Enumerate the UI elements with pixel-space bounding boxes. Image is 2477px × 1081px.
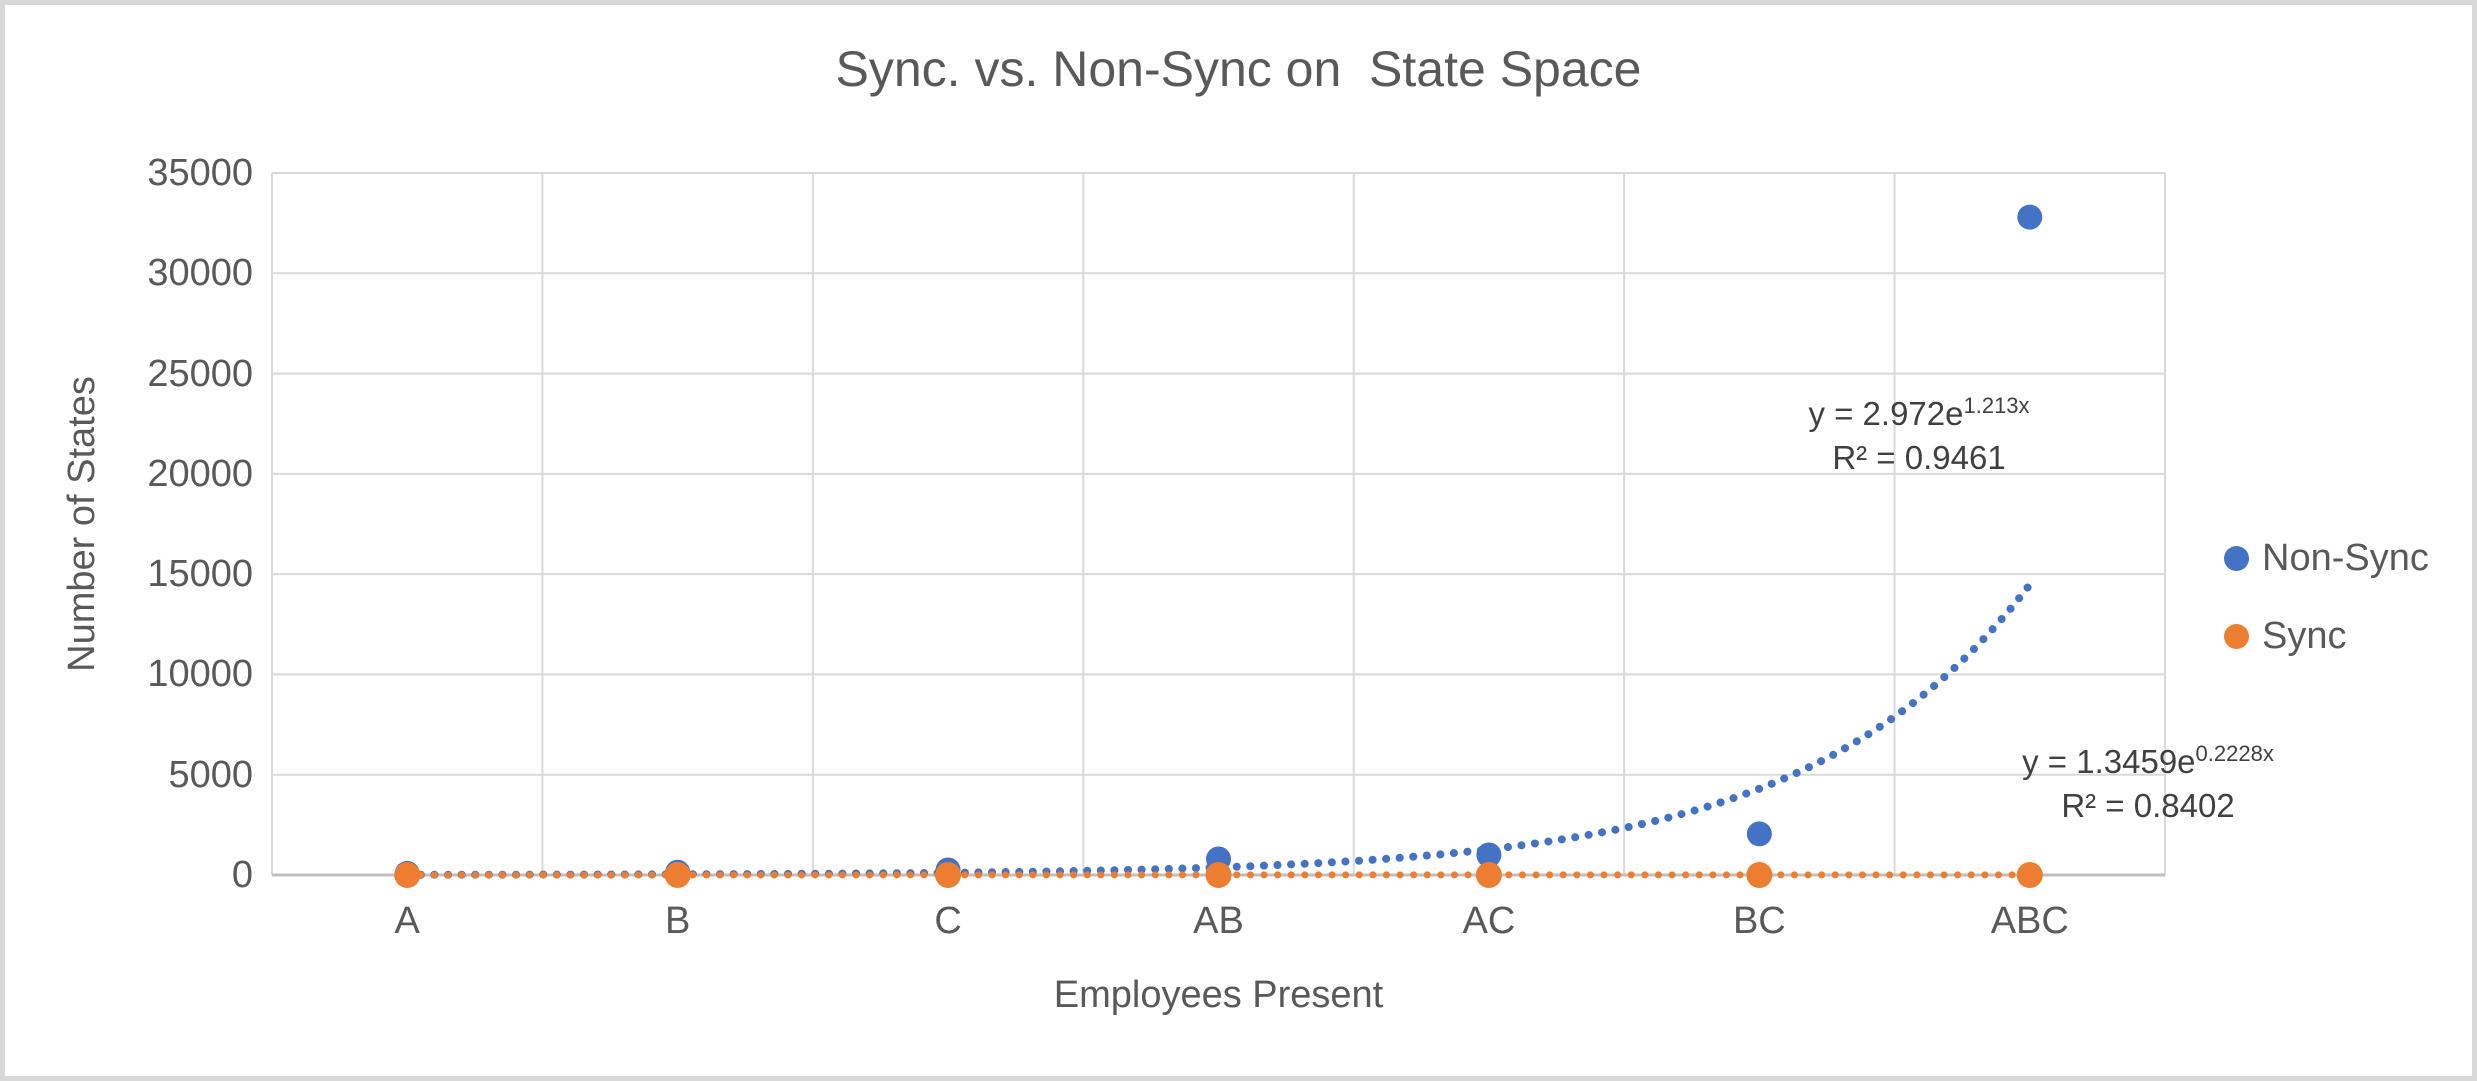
y-tick-label: 0 [231, 854, 253, 896]
x-tick-label: B [664, 900, 691, 942]
x-tick-label: AB [1193, 900, 1244, 942]
legend-label: Non-Sync [2262, 537, 2429, 579]
trendline-equation-nonsync: y = 2.972e1.213x [1669, 392, 2169, 436]
trendline-rsquared-nonsync: R² = 0.9461 [1832, 439, 2006, 476]
legend: Non-Sync Sync [2224, 534, 2429, 660]
x-tick-label: C [934, 900, 962, 942]
data-point-sync-AB [1205, 862, 1232, 888]
legend-marker-icon [2224, 623, 2249, 649]
y-tick-label: 25000 [147, 352, 253, 395]
data-point-sync-BC [1746, 862, 1773, 888]
data-point-non-sync-ABC [2017, 204, 2043, 230]
data-point-sync-ABC [2016, 862, 2043, 888]
trendline-label-nonsync: y = 2.972e1.213x R² = 0.9461 [1669, 392, 2169, 480]
x-tick-label: BC [1732, 900, 1786, 942]
equation-exponent: 1.213x [1963, 393, 2030, 418]
legend-item-sync: Sync [2224, 612, 2429, 660]
legend-marker-icon [2224, 545, 2249, 571]
y-tick-label: 30000 [147, 252, 253, 295]
x-tick-label: ABC [1990, 900, 2069, 942]
trendline-label-sync: y = 1.3459e0.2228x R² = 0.8402 [1898, 740, 2398, 828]
x-tick-label: A [394, 900, 420, 942]
legend-item-non-sync: Non-Sync [2224, 534, 2429, 582]
equation-exponent: 0.2228x [2195, 741, 2274, 766]
y-tick-label: 5000 [168, 753, 253, 796]
data-point-sync-C [935, 862, 962, 888]
trendline-non-sync [403, 580, 2034, 879]
trendline-equation-sync: y = 1.3459e0.2228x [1898, 740, 2398, 784]
equation-base: y = 2.972e [1808, 395, 1964, 432]
data-point-non-sync-BC [1746, 821, 1772, 847]
data-point-sync-AC [1475, 862, 1502, 888]
legend-label: Sync [2262, 615, 2347, 657]
chart-title: Sync. vs. Non-Sync on State Space [835, 41, 1642, 97]
y-tick-label: 35000 [147, 152, 253, 194]
data-point-non-sync-AC [1476, 842, 1502, 868]
x-axis-title: Employees Present [1053, 974, 1384, 1016]
data-point-sync-B [664, 862, 691, 888]
data-point-sync-A [394, 862, 421, 888]
x-tick-label: AC [1462, 900, 1516, 942]
trendline-rsquared-sync: R² = 0.8402 [2061, 787, 2235, 824]
y-tick-label: 15000 [147, 553, 253, 596]
y-tick-label: 10000 [147, 653, 253, 696]
y-tick-label: 20000 [147, 452, 253, 495]
equation-base: y = 1.3459e [2022, 743, 2196, 780]
